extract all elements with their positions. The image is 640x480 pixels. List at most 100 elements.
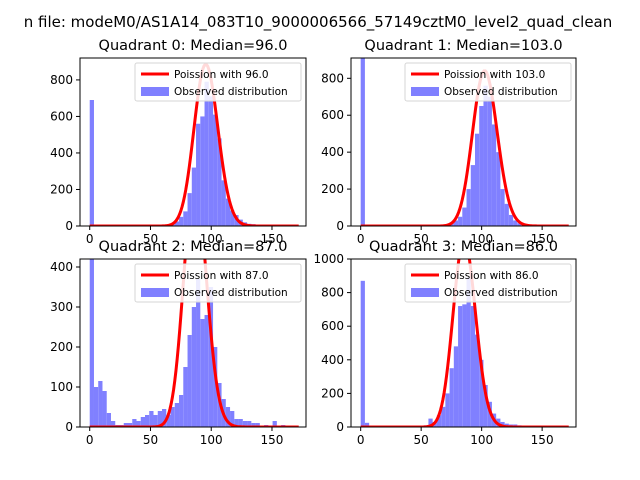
subplot-title: Quadrant 3: Median=86.0 xyxy=(369,239,558,255)
y-tick-label: 300 xyxy=(50,300,73,314)
histogram-bar xyxy=(106,413,111,427)
subplot-title: Quadrant 0: Median=96.0 xyxy=(99,38,288,54)
histogram-bar xyxy=(453,220,459,226)
histogram-bar xyxy=(110,421,116,427)
x-tick-label: 150 xyxy=(261,433,284,447)
histogram-bar xyxy=(487,96,492,227)
x-tick-label: 50 xyxy=(143,433,158,447)
histogram-bar xyxy=(445,393,450,427)
y-tick-label: 600 xyxy=(50,109,73,123)
y-tick-label: 200 xyxy=(50,340,73,354)
subplots-grid: 0 50 100 150 0 200 400 600 800 Poission with 96.0… xyxy=(50,38,577,447)
histogram-bar xyxy=(491,124,497,226)
axes-frame xyxy=(79,258,307,428)
x-tick-label: 150 xyxy=(261,232,284,246)
histogram-bar xyxy=(196,123,201,226)
histogram-bar xyxy=(360,280,365,427)
histogram-bar xyxy=(204,315,209,427)
x-tick-label: 0 xyxy=(357,232,365,246)
histogram-bar xyxy=(483,385,488,427)
y-tick-label: 400 xyxy=(321,353,344,367)
histogram-bar xyxy=(200,116,205,226)
histogram-bar xyxy=(230,411,235,427)
y-tick-label: 400 xyxy=(321,145,344,159)
subplot-title: Quadrant 1: Median=103.0 xyxy=(364,38,562,54)
legend-patch-swatch xyxy=(141,288,169,297)
x-tick-label: 0 xyxy=(357,433,365,447)
histogram-bar xyxy=(140,417,146,427)
legend-entry-observed: Observed distribution xyxy=(444,86,558,98)
histogram-bar xyxy=(213,347,218,427)
histogram-bar xyxy=(238,419,243,427)
histogram-bar xyxy=(479,359,484,427)
histogram-bar xyxy=(247,421,252,427)
histogram-bar xyxy=(102,391,107,427)
legend: Poission with 87.0 Observed distribution xyxy=(134,263,302,303)
legend: Poission with 103.0 Observed distribution xyxy=(404,62,572,102)
histogram-bar xyxy=(145,415,150,427)
histogram-bar xyxy=(89,259,94,427)
axes-frame xyxy=(79,57,307,227)
histogram-bar xyxy=(149,411,154,427)
histogram-bar xyxy=(179,395,184,427)
histogram-bar xyxy=(230,210,235,226)
histogram-bar xyxy=(183,211,188,226)
histogram-bar xyxy=(132,419,137,427)
histogram-bar xyxy=(225,198,231,226)
x-tick-label: 50 xyxy=(414,232,429,246)
histogram-bar xyxy=(89,100,94,226)
histogram-bar xyxy=(183,367,188,427)
legend-patch-swatch xyxy=(141,87,169,96)
legend-box xyxy=(134,263,302,303)
y-tick-label: 400 xyxy=(50,146,73,160)
y-tick-label: 200 xyxy=(50,182,73,196)
histogram-bar xyxy=(204,81,209,226)
histogram-bar xyxy=(496,152,501,226)
legend-patch-swatch xyxy=(411,288,439,297)
histogram-bar xyxy=(483,85,488,226)
y-tick-label: 800 xyxy=(321,286,344,300)
histogram-bar xyxy=(170,407,175,427)
legend-entry-observed: Observed distribution xyxy=(444,287,558,299)
legend-entry-observed: Observed distribution xyxy=(174,86,288,98)
y-tick-label: 0 xyxy=(336,219,344,233)
histogram-bar xyxy=(272,421,277,427)
legend-entry-poisson: Poission with 86.0 xyxy=(444,270,539,282)
legend-entry-poisson: Poission with 103.0 xyxy=(444,69,545,81)
histogram-bar xyxy=(517,223,522,226)
histogram-bar xyxy=(187,193,192,226)
axes-frame xyxy=(350,258,577,428)
histogram-bar xyxy=(466,189,471,226)
histogram-bar xyxy=(196,279,201,427)
y-tick-label: 0 xyxy=(65,219,73,233)
subplot-title: Quadrant 2: Median=87.0 xyxy=(99,239,288,255)
histogram-bar xyxy=(251,423,256,427)
histogram-bar xyxy=(441,406,446,427)
y-tick-label: 200 xyxy=(321,182,344,196)
histogram-bar xyxy=(166,415,171,427)
y-tick-label: 600 xyxy=(321,108,344,122)
histogram-bar xyxy=(474,133,480,226)
histogram-bar xyxy=(449,368,454,427)
histogram-bar xyxy=(466,277,471,427)
legend-entry-poisson: Poission with 96.0 xyxy=(174,69,269,81)
legend-box xyxy=(404,263,572,303)
x-tick-label: 150 xyxy=(531,232,554,246)
histogram-bar xyxy=(187,335,192,427)
subplot-quadrant-3: 0 50 100 150 0 200 400 600 800 1000 Poission with … xyxy=(313,239,577,447)
histogram-bar xyxy=(508,214,514,226)
histogram-bar xyxy=(428,418,433,427)
histogram-bar xyxy=(242,421,248,427)
histogram-bar xyxy=(191,167,197,226)
histogram-bar xyxy=(470,165,475,226)
x-tick-label: 50 xyxy=(143,232,158,246)
legend: Poission with 86.0 Observed distribution xyxy=(404,263,572,303)
histogram-bar xyxy=(162,409,167,427)
x-tick-label: 100 xyxy=(200,232,223,246)
histogram-bar xyxy=(255,423,260,427)
histogram-bar xyxy=(174,221,180,226)
histogram-bar xyxy=(153,415,158,427)
histogram-bar xyxy=(191,307,197,427)
figure-title: n file: modeM0/AS1A14_083T10_9000006566_… xyxy=(24,13,613,32)
